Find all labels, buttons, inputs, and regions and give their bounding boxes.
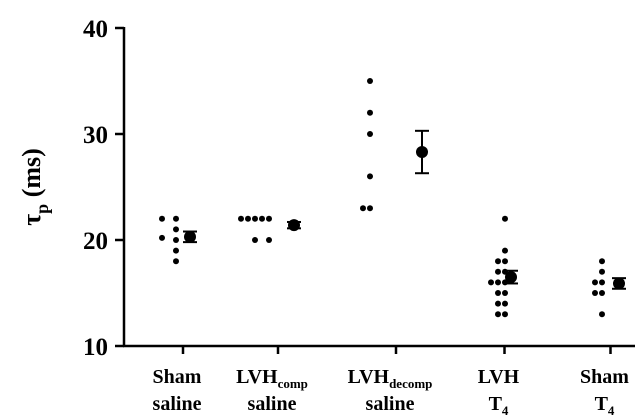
data-point bbox=[488, 279, 494, 286]
mean-marker bbox=[613, 277, 625, 290]
y-axis-subscript: p bbox=[32, 204, 52, 214]
y-axis-title: τp (ms) bbox=[17, 148, 52, 226]
category-label: LVH T4 bbox=[478, 366, 520, 417]
data-point bbox=[266, 215, 272, 222]
data-point bbox=[367, 173, 373, 180]
mean-marker bbox=[416, 146, 428, 159]
data-point bbox=[495, 300, 501, 307]
data-point bbox=[502, 290, 508, 296]
data-point bbox=[252, 237, 258, 243]
category-label: Sham T4 bbox=[580, 366, 629, 417]
category-label-subscript: 4 bbox=[608, 403, 615, 417]
category-label-main: saline bbox=[248, 393, 297, 415]
category-label-line2: T4 bbox=[489, 393, 509, 417]
y-tick-label: 30 bbox=[83, 122, 108, 149]
data-point bbox=[502, 258, 508, 265]
x-category-labels: ShamsalineLVHcompsalineLVHdecompsalineLV… bbox=[153, 366, 630, 417]
category-label-main: saline bbox=[366, 393, 415, 415]
category-label-line2: saline bbox=[366, 393, 415, 415]
data-point bbox=[238, 215, 244, 222]
category-label-subscript: decomp bbox=[389, 376, 432, 391]
data-point bbox=[252, 215, 258, 222]
y-axis-symbol: τ bbox=[17, 214, 46, 226]
data-point bbox=[502, 300, 508, 307]
data-point bbox=[599, 258, 605, 265]
data-point bbox=[367, 78, 373, 84]
data-point bbox=[592, 290, 598, 296]
data-point bbox=[599, 279, 605, 286]
category-label-main: LVH bbox=[478, 366, 520, 388]
category-label-line1: LVHcomp bbox=[236, 366, 308, 391]
data-point bbox=[173, 237, 179, 243]
data-point bbox=[173, 247, 179, 254]
category-label: Sham saline bbox=[153, 366, 202, 415]
category-label-main: LVH bbox=[348, 366, 390, 388]
data-point bbox=[502, 311, 508, 318]
data-point bbox=[367, 109, 373, 116]
data-point bbox=[502, 247, 508, 254]
category-label-line2: saline bbox=[248, 393, 297, 415]
data-point bbox=[259, 215, 265, 222]
category-label-subscript: 4 bbox=[502, 403, 509, 417]
data-point bbox=[173, 258, 179, 265]
data-point bbox=[599, 290, 605, 296]
category-label-line1: LVH bbox=[478, 366, 520, 388]
mean-marker bbox=[184, 230, 196, 243]
category-label-main: Sham bbox=[580, 366, 629, 388]
group-2 bbox=[238, 215, 301, 243]
data-point bbox=[592, 279, 598, 286]
y-tick-label: 20 bbox=[83, 228, 108, 255]
data-point bbox=[502, 215, 508, 222]
group-1 bbox=[159, 215, 197, 265]
category-label-line2: T4 bbox=[595, 393, 615, 417]
category-label-line2: saline bbox=[153, 393, 202, 415]
data-point bbox=[495, 311, 501, 318]
group-4 bbox=[488, 215, 518, 318]
group-3 bbox=[360, 78, 429, 212]
y-axis-unit: (ms) bbox=[17, 148, 46, 204]
data-point bbox=[173, 226, 179, 233]
data-point bbox=[367, 131, 373, 137]
data-point bbox=[495, 290, 501, 296]
category-label-main: saline bbox=[153, 393, 202, 415]
data-point bbox=[599, 311, 605, 318]
y-tick-label: 40 bbox=[83, 16, 108, 43]
category-label-subscript: comp bbox=[278, 376, 308, 391]
data-point bbox=[367, 205, 373, 212]
y-ticks: 10 20 30 40 bbox=[83, 16, 124, 361]
category-label-line1: Sham bbox=[580, 366, 629, 388]
data-point bbox=[159, 234, 165, 241]
data-point bbox=[495, 258, 501, 265]
data-point bbox=[495, 279, 501, 286]
mean-marker bbox=[505, 271, 517, 284]
category-label-main: T bbox=[595, 393, 609, 415]
data-point bbox=[599, 268, 605, 275]
data-point bbox=[173, 215, 179, 222]
data-point bbox=[360, 205, 366, 212]
category-label-line1: LVHdecomp bbox=[348, 366, 433, 391]
category-label-main: Sham bbox=[153, 366, 202, 388]
category-label-line1: Sham bbox=[153, 366, 202, 388]
data-point bbox=[266, 237, 272, 243]
data-point bbox=[159, 215, 165, 222]
data-point bbox=[495, 268, 501, 275]
y-axis-label: τp (ms) bbox=[17, 148, 52, 226]
category-label-main: T bbox=[489, 393, 503, 415]
y-tick-label: 10 bbox=[83, 334, 108, 361]
category-label-main: LVH bbox=[236, 366, 278, 388]
data-point bbox=[245, 215, 251, 222]
axes bbox=[122, 27, 635, 354]
group-5 bbox=[592, 258, 626, 318]
mean-marker bbox=[288, 219, 300, 232]
data-marks bbox=[159, 78, 626, 318]
